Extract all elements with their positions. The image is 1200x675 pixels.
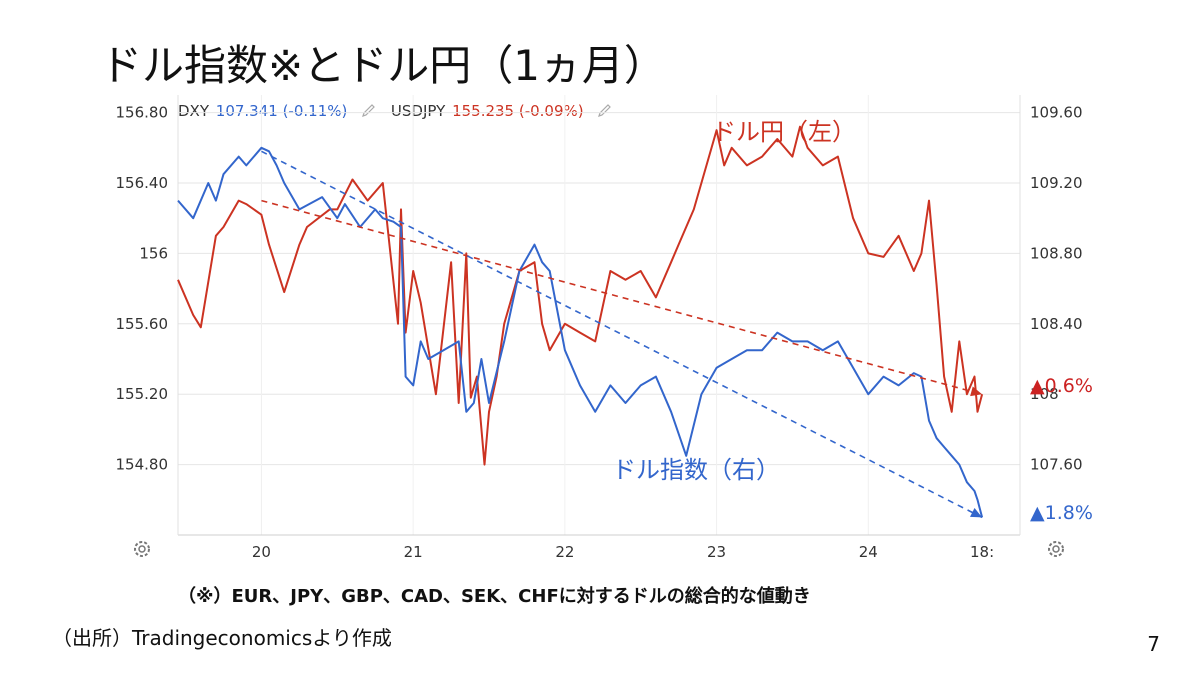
left-axis-tick-label: 154.80 [116, 456, 169, 474]
legend-usdjpy-value: 155.235 (-0.09%) [452, 102, 584, 120]
right-axis-tick-label: 109.60 [1030, 104, 1083, 122]
x-axis-tick-label: 22 [555, 543, 574, 561]
chart-legend: DXY 107.341 (-0.11%) USDJPY 155.235 (-0.… [178, 102, 622, 120]
right-axis-tick-label: 109.20 [1030, 174, 1083, 192]
left-axis-tick-label: 156 [139, 244, 168, 262]
usdjpy-series-label: ドル円（左） [712, 118, 856, 146]
right-axis-tick-label: 108.40 [1030, 315, 1083, 333]
right-axis-tick-label: 108 [1030, 385, 1059, 403]
trend-arrowhead-usdjpy [970, 386, 983, 397]
page-number: 7 [1147, 632, 1160, 656]
edit-dxy-pencil-icon[interactable] [360, 104, 378, 118]
x-axis-tick-label: 18: [970, 543, 994, 561]
edit-usdjpy-pencil-icon[interactable] [596, 104, 614, 118]
left-axis-tick-label: 156.40 [116, 174, 169, 192]
usdjpy-change-label: ▲0.6% [1030, 375, 1093, 397]
left-settings-gear-icon[interactable] [134, 541, 150, 557]
trend-line-dxy [261, 150, 983, 519]
dxy-series-label: ドル指数（右） [612, 456, 780, 484]
series-line-usdjpy [177, 125, 984, 466]
x-axis-tick-label: 23 [707, 543, 726, 561]
trend-line-usdjpy [261, 199, 983, 395]
right-settings-gear-icon[interactable] [1048, 541, 1064, 557]
legend-dxy-name: DXY [178, 102, 209, 120]
left-axis-tick-label: 156.80 [116, 104, 169, 122]
left-axis-tick-label: 155.20 [116, 385, 169, 403]
x-axis-tick-label: 24 [859, 543, 878, 561]
right-axis-tick-label: 108.80 [1030, 244, 1083, 262]
series-line-dxy [177, 146, 984, 518]
trend-arrowhead-dxy [970, 507, 983, 518]
dxy-change-label: ▲1.8% [1030, 502, 1093, 524]
legend-dxy-value: 107.341 (-0.11%) [215, 102, 348, 120]
x-axis-tick-label: 21 [404, 543, 423, 561]
source-note: （出所）Tradingeconomicsより作成 [52, 626, 392, 650]
page-title: ドル指数※とドル円（1ヵ月） [100, 41, 666, 90]
left-axis-tick-label: 155.60 [116, 315, 169, 333]
right-axis-tick-label: 107.60 [1030, 456, 1083, 474]
x-axis-tick-label: 20 [252, 543, 271, 561]
footnote: （※）EUR、JPY、GBP、CAD、SEK、CHFに対するドルの総合的な値動き [178, 586, 811, 607]
legend-usdjpy-name: USDJPY [390, 102, 446, 120]
